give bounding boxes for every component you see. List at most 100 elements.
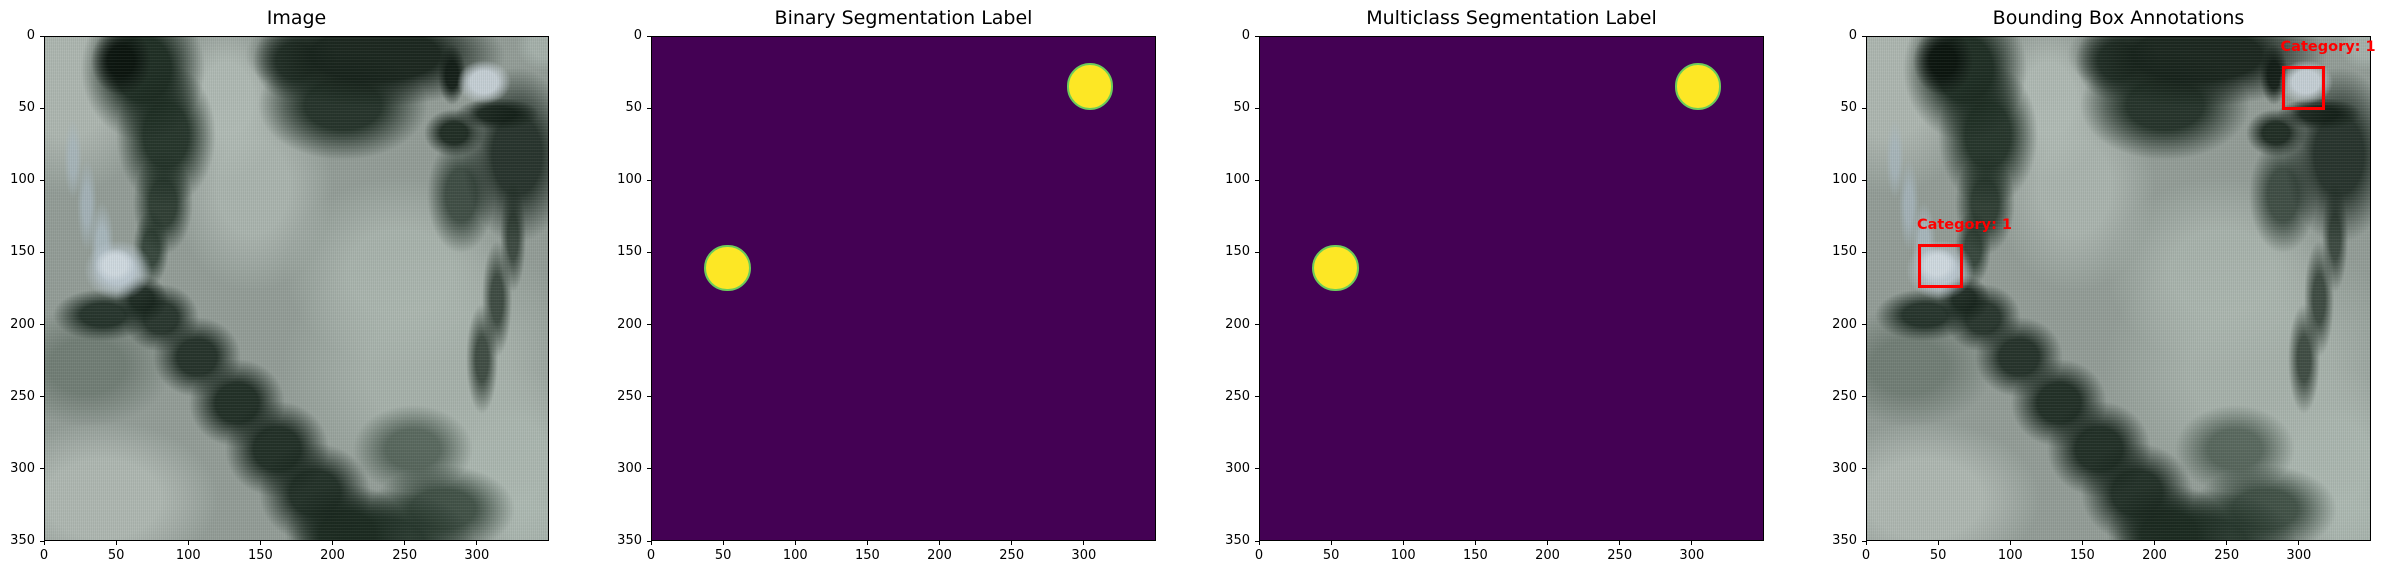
x-tick-mark	[332, 541, 334, 545]
x-tick-label: 250	[2214, 548, 2240, 563]
y-tick-mark	[40, 468, 44, 470]
y-tick-label: 250	[10, 388, 35, 404]
y-tick-label: 300	[617, 460, 642, 476]
subplot-image: Image 0 50 100 150 200 250 300 0 50 100 150 200 250 3…	[10, 0, 549, 577]
y-tick-mark	[647, 468, 651, 470]
subplot-bounding-boxes-title: Bounding Box Annotations	[1992, 7, 2245, 29]
bbox-category-label: Category: 1	[2280, 39, 2376, 56]
y-tick-mark	[647, 107, 651, 109]
x-tick-mark	[939, 541, 941, 545]
y-tick-mark	[1862, 35, 1866, 37]
y-tick-mark	[1862, 179, 1866, 181]
y-tick-mark	[1255, 179, 1259, 181]
y-tick-label: 100	[617, 172, 642, 188]
x-tick-label: 300	[464, 548, 490, 563]
x-tick-mark	[1011, 541, 1013, 545]
x-tick-mark	[722, 541, 724, 545]
y-tick-label: 200	[1832, 316, 1857, 332]
y-tick-mark	[1862, 107, 1866, 109]
y-tick-label: 200	[1225, 316, 1250, 332]
y-tick-label: 0	[1241, 28, 1250, 43]
multiclass-mask-axes: 0 50 100 150 200 250 300 0 50 100 150 200 250 300 350	[1225, 28, 1764, 563]
image-panel	[44, 36, 549, 541]
y-tick-mark	[1255, 468, 1259, 470]
mask-circle	[704, 245, 751, 292]
mask-circle	[1674, 63, 1721, 110]
x-tick-mark	[1865, 541, 1867, 545]
y-tick-label: 150	[617, 244, 642, 260]
x-tick-label: 150	[248, 548, 273, 563]
y-tick-label: 50	[1840, 100, 1857, 116]
x-tick-mark	[259, 541, 261, 545]
x-tick-label: 0	[646, 548, 656, 563]
x-tick-mark	[2226, 541, 2228, 545]
y-tick-label: 300	[1832, 460, 1857, 476]
x-tick-label: 300	[2286, 548, 2312, 563]
x-tick-label: 250	[1607, 548, 1633, 563]
y-tick-label: 350	[1225, 533, 1250, 548]
y-tick-mark	[40, 107, 44, 109]
x-tick-mark	[794, 541, 796, 545]
x-tick-label: 250	[392, 548, 418, 563]
y-tick-mark	[1862, 324, 1866, 326]
x-tick-label: 150	[855, 548, 880, 563]
y-tick-label: 200	[10, 316, 35, 332]
x-tick-mark	[187, 541, 189, 545]
x-tick-label: 200	[1535, 548, 1560, 563]
y-tick-label: 0	[633, 28, 642, 43]
y-tick-label: 350	[1832, 533, 1857, 548]
x-tick-label: 0	[1254, 548, 1264, 563]
x-tick-mark	[1547, 541, 1549, 545]
x-tick-mark	[2081, 541, 2083, 545]
x-tick-label: 0	[39, 548, 49, 563]
binary-mask-axes: 0 50 100 150 200 250 300 0 50 100 150 200 250 300 350	[617, 28, 1156, 563]
y-tick-mark	[40, 35, 44, 37]
x-tick-label: 200	[2142, 548, 2167, 563]
y-tick-mark	[647, 396, 651, 398]
mask-circle	[1312, 245, 1359, 292]
y-tick-mark	[1862, 251, 1866, 253]
y-tick-mark	[40, 324, 44, 326]
subplot-multiclass-mask: Multiclass Segmentation Label 0 50 100 150 2…	[1225, 0, 1764, 577]
x-tick-label: 100	[175, 548, 201, 563]
y-tick-label: 250	[617, 388, 642, 404]
subplot-multiclass-mask-title: Multiclass Segmentation Label	[1366, 7, 1657, 29]
subplot-bounding-boxes: Bounding Box Annotations 0 50 100 150 200 250…	[1832, 0, 2375, 577]
y-tick-label: 50	[18, 100, 35, 116]
x-tick-mark	[650, 541, 652, 545]
y-tick-label: 0	[26, 28, 35, 43]
y-tick-mark	[647, 179, 651, 181]
x-tick-mark	[2298, 541, 2300, 545]
x-tick-label: 100	[782, 548, 808, 563]
bounding-boxes-panel	[1866, 36, 2371, 541]
y-tick-label: 350	[10, 533, 35, 548]
x-tick-label: 250	[999, 548, 1025, 563]
y-tick-mark	[40, 396, 44, 398]
x-tick-mark	[1691, 541, 1693, 545]
y-tick-mark	[40, 179, 44, 181]
x-tick-label: 0	[1861, 548, 1871, 563]
y-tick-label: 50	[1233, 100, 1250, 116]
x-tick-mark	[115, 541, 117, 545]
y-tick-mark	[40, 251, 44, 253]
y-tick-label: 50	[625, 100, 642, 116]
y-tick-label: 100	[1225, 172, 1250, 188]
x-tick-mark	[1937, 541, 1939, 545]
x-tick-mark	[1083, 541, 1085, 545]
x-tick-label: 50	[1322, 548, 1340, 563]
x-tick-label: 150	[2070, 548, 2095, 563]
x-tick-mark	[1258, 541, 1260, 545]
x-tick-mark	[43, 541, 45, 545]
x-tick-mark	[1402, 541, 1404, 545]
x-tick-label: 50	[714, 548, 732, 563]
y-tick-mark	[1862, 396, 1866, 398]
x-tick-label: 100	[1997, 548, 2023, 563]
y-tick-label: 150	[10, 244, 35, 260]
bounding-boxes-axes: 0 50 100 150 200 250 300 0 50 100 150 200 250 300 350 C…	[1832, 28, 2375, 563]
y-tick-mark	[1255, 251, 1259, 253]
y-tick-mark	[1862, 540, 1866, 542]
x-tick-mark	[2009, 541, 2011, 545]
y-tick-mark	[40, 540, 44, 542]
x-tick-label: 50	[107, 548, 125, 563]
x-tick-label: 300	[1679, 548, 1705, 563]
